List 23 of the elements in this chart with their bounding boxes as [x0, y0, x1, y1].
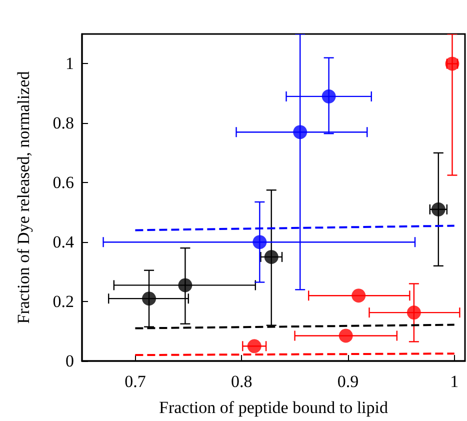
point — [142, 292, 156, 306]
point — [338, 328, 353, 343]
x-tick-label: 0.8 — [230, 372, 252, 391]
point — [352, 288, 366, 303]
y-tick-label: 0.2 — [52, 292, 74, 312]
y-tick-label: 0.6 — [52, 173, 74, 192]
point — [252, 235, 267, 250]
y-tick-label: 0.4 — [52, 232, 74, 252]
point — [431, 202, 446, 216]
y-tick-label: 0 — [66, 352, 74, 370]
point — [247, 339, 262, 354]
point — [264, 250, 278, 264]
point — [178, 278, 192, 292]
y-tick-label: 1 — [66, 54, 74, 74]
x-tick-label: 0.9 — [337, 372, 359, 391]
point — [322, 89, 336, 104]
x-tick-label: 0.7 — [124, 372, 146, 391]
x-axis-title: Fraction of peptide bound to lipid — [159, 398, 388, 417]
point — [406, 306, 421, 320]
y-axis-title: Fraction of Dye released, normalized — [14, 70, 33, 324]
y-tick-label: 0.8 — [52, 114, 74, 133]
x-tick-label: 1 — [450, 372, 459, 391]
point — [293, 125, 308, 140]
